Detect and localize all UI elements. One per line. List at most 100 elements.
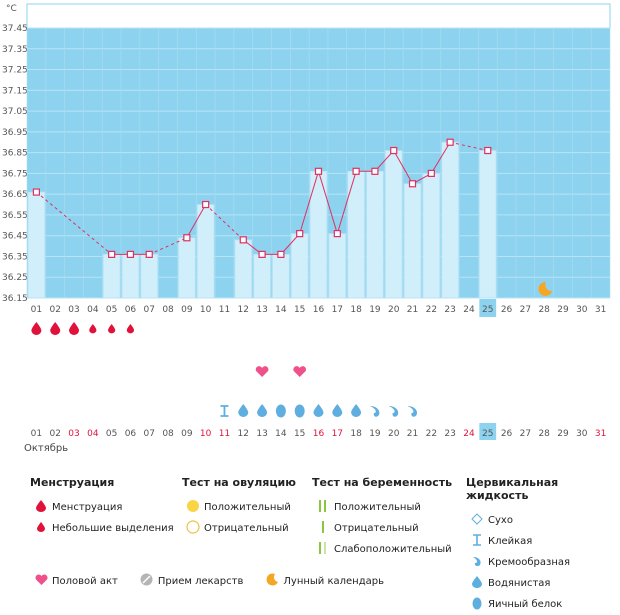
x-tick-label: 08 <box>162 305 174 315</box>
x-tick-label: 14 <box>275 305 287 315</box>
x-tick-label: 21 <box>407 305 418 315</box>
lunar-label: Лунный календарь <box>283 575 384 587</box>
x-tick-label-bottom: 09 <box>181 429 193 439</box>
watery-icon <box>257 404 268 417</box>
legend-cervical-item: Яичный белок <box>488 599 563 610</box>
legend-menstruation-title: Менструация <box>30 476 115 489</box>
x-tick-label-bottom: 16 <box>313 429 325 439</box>
legend-menstruation-item: Менструация <box>52 502 123 513</box>
y-tick-label: 36.55 <box>2 211 28 221</box>
x-tick-label: 25 <box>482 305 493 315</box>
x-tick-label: 02 <box>49 305 60 315</box>
menstruation-drop-icon <box>126 323 135 334</box>
y-tick-label: 36.35 <box>2 252 28 262</box>
x-tick-label: 09 <box>181 305 193 315</box>
x-tick-label-bottom: 31 <box>595 429 606 439</box>
x-tick-label-bottom: 07 <box>144 429 155 439</box>
y-tick-label: 37.45 <box>2 24 28 34</box>
x-tick-label: 27 <box>520 305 531 315</box>
x-tick-label-bottom: 26 <box>501 429 513 439</box>
unit-label: °C <box>6 4 17 14</box>
pill-icon <box>136 573 158 589</box>
menstruation-drop-icon <box>69 322 80 335</box>
temp-bar <box>253 253 271 299</box>
temp-point <box>183 234 191 242</box>
heavy-drop-icon <box>30 500 52 515</box>
x-tick-label-bottom: 04 <box>87 429 99 439</box>
bottom-legend: Половой акт Прием лекарств Лунный календ… <box>30 573 402 589</box>
x-tick-label-bottom: 27 <box>520 429 531 439</box>
dry-icon <box>466 513 488 528</box>
legend-cervical-item: Кремообразная <box>488 557 571 568</box>
x-tick-label: 28 <box>538 305 550 315</box>
moon-icon <box>538 281 553 296</box>
temp-bar <box>422 172 441 299</box>
x-tick-label: 05 <box>106 305 117 315</box>
sticky-icon <box>220 405 229 417</box>
y-tick-label: 37.25 <box>2 66 28 76</box>
x-tick-label-bottom: 06 <box>125 429 137 439</box>
creamy-icon <box>407 406 418 417</box>
legend-cervical-item: Сухо <box>488 515 513 526</box>
legend-pregnancy-title: Тест на беременность <box>312 476 453 489</box>
legend-ovulation-item: Отрицательный <box>204 523 289 534</box>
temp-point <box>427 169 435 177</box>
temp-bar <box>178 237 196 299</box>
legend-menstruation-item: Небольшие выделения <box>52 523 174 534</box>
temp-point <box>277 250 285 258</box>
legend-ovulation: Тест на овуляцию Положительный Отрицател… <box>182 476 296 539</box>
legend-cervical-item: Водянистая <box>488 578 551 589</box>
temp-point <box>446 138 454 146</box>
x-tick-label-bottom: 03 <box>68 429 79 439</box>
watery-icon <box>332 404 343 417</box>
y-tick-label: 36.95 <box>2 128 28 138</box>
plot-header-strip <box>26 3 611 29</box>
x-tick-label-bottom: 23 <box>444 429 455 439</box>
temp-point <box>202 200 210 209</box>
watery-icon <box>313 404 324 417</box>
filled-circle-icon <box>182 499 204 516</box>
x-tick-label: 26 <box>501 305 513 315</box>
x-tick-label: 16 <box>313 305 325 315</box>
legend-pregnancy-item: Слабоположительный <box>334 544 452 555</box>
temp-line-segment <box>205 204 244 241</box>
heart-icon <box>255 366 269 377</box>
empty-circle-icon <box>182 520 204 537</box>
legend-pregnancy-item: Положительный <box>334 502 421 513</box>
x-tick-label-bottom: 15 <box>294 429 305 439</box>
temp-line-segment <box>450 141 488 152</box>
x-tick-label-bottom: 24 <box>463 429 475 439</box>
y-tick-label: 36.85 <box>2 149 28 159</box>
legend-cervical-title: Цервикальная жидкость <box>466 476 559 502</box>
x-tick-label: 20 <box>388 305 400 315</box>
single-line-icon <box>312 521 334 536</box>
heart-icon <box>293 366 307 377</box>
temp-point <box>126 250 135 258</box>
creamy-icon <box>466 555 488 570</box>
watery-icon <box>351 404 362 417</box>
temp-bar <box>384 150 403 299</box>
today-highlight-bottom <box>479 423 497 440</box>
legend-ovulation-item: Положительный <box>204 502 291 513</box>
x-tick-label-bottom: 30 <box>576 429 588 439</box>
x-tick-label-bottom: 19 <box>369 429 381 439</box>
faint-line-icon <box>312 542 334 557</box>
legend-cervical: Цервикальная жидкость Сухо Клейкая Кремо… <box>466 476 620 615</box>
temp-bar <box>234 239 253 299</box>
y-tick-label: 37.15 <box>2 86 28 96</box>
x-tick-label: 01 <box>31 305 42 315</box>
y-tick-label: 36.65 <box>2 190 28 200</box>
x-tick-label-bottom: 28 <box>538 429 550 439</box>
intercourse-label: Половой акт <box>52 575 118 587</box>
month-label: Октябрь <box>24 443 69 454</box>
temp-line-segment <box>186 204 207 239</box>
x-tick-label: 31 <box>595 305 606 315</box>
sticky-icon <box>466 534 488 549</box>
temp-bar <box>441 141 459 299</box>
medicine-label: Прием лекарств <box>157 575 244 587</box>
temp-bar <box>478 150 497 299</box>
legend-cervical-item: Клейкая <box>488 536 533 547</box>
temp-line-segment <box>393 150 413 185</box>
temp-point <box>314 167 323 175</box>
x-tick-label: 07 <box>144 305 155 315</box>
